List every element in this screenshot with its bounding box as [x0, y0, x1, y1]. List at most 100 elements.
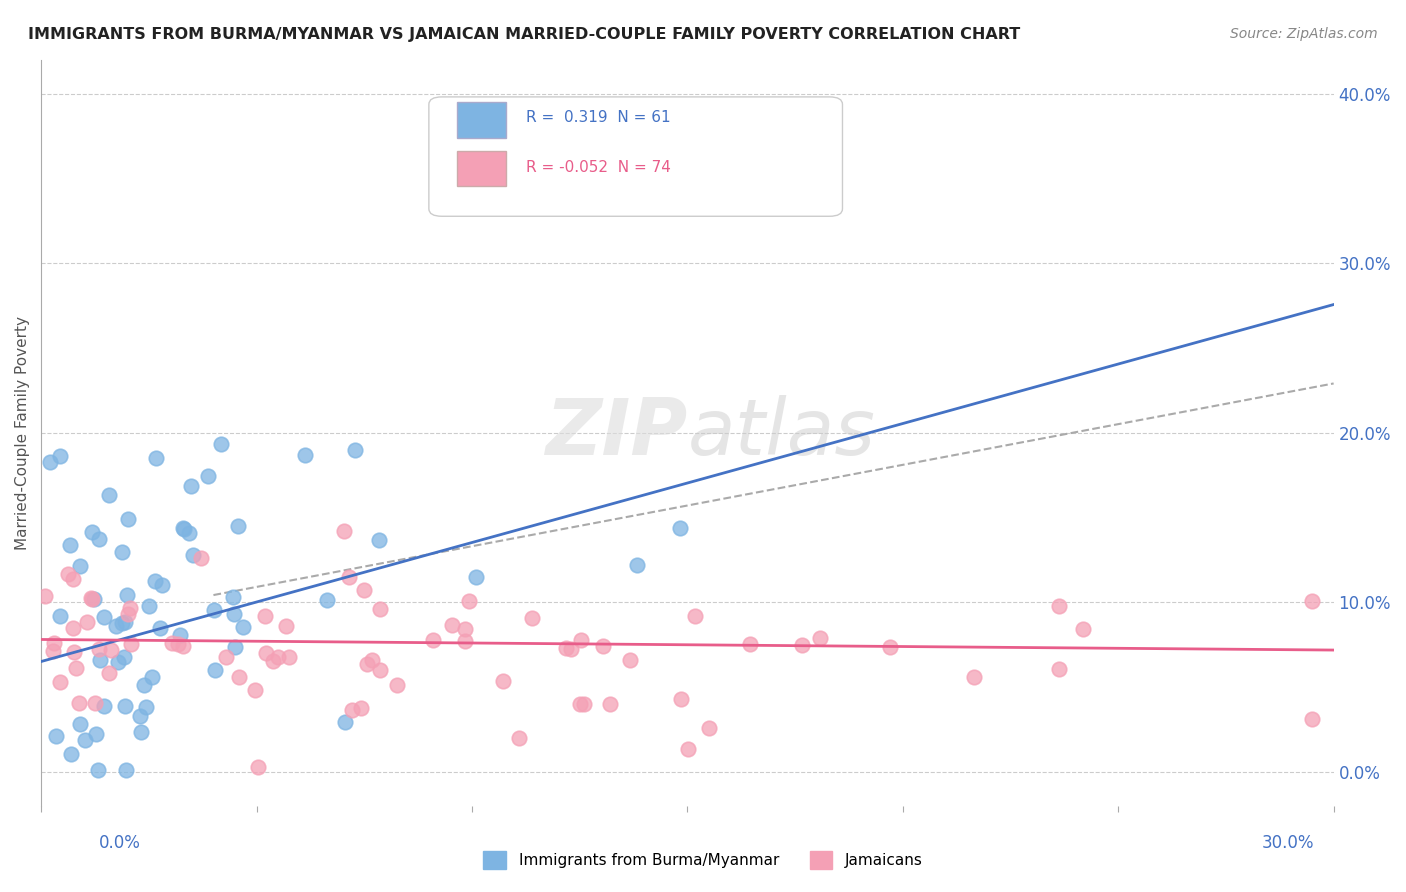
Point [42, 636, 65, 650]
Point [172, 640, 194, 654]
Point [181, 548, 204, 562]
Point [180, 478, 202, 492]
Point [115, 588, 138, 602]
Point [177, 526, 200, 541]
Legend: Immigrants from Burma/Myanmar, Jamaicans: Immigrants from Burma/Myanmar, Jamaicans [478, 845, 928, 875]
Point [56, 567, 79, 582]
Point [697, 721, 720, 735]
Text: Source: ZipAtlas.com: Source: ZipAtlas.com [1230, 27, 1378, 41]
Point [560, 642, 582, 657]
Point [202, 602, 225, 616]
Point [385, 678, 408, 692]
Point [619, 653, 641, 667]
Point [73, 733, 96, 747]
Bar [457, 151, 506, 186]
Point [520, 611, 543, 625]
Point [138, 599, 160, 613]
Point [49, 674, 72, 689]
Point [86, 763, 108, 777]
Text: R = -0.052  N = 74: R = -0.052 N = 74 [526, 161, 671, 175]
Point [120, 637, 142, 651]
Point [89, 653, 111, 667]
Point [34, 590, 56, 604]
Point [790, 638, 813, 652]
Point [246, 759, 269, 773]
Point [440, 617, 463, 632]
Point [361, 653, 384, 667]
Point [111, 616, 134, 631]
Point [60, 747, 83, 761]
Point [107, 656, 129, 670]
Point [48, 608, 70, 623]
Point [149, 621, 172, 635]
Point [83, 696, 105, 710]
Point [599, 698, 621, 712]
Point [367, 533, 389, 547]
Point [262, 654, 284, 668]
Point [69, 717, 91, 731]
Point [209, 437, 232, 451]
Point [62, 573, 84, 587]
Point [83, 592, 105, 607]
Point [166, 637, 188, 651]
Point [59, 538, 82, 552]
Point [454, 622, 477, 636]
Point [1301, 594, 1323, 608]
Point [315, 592, 337, 607]
FancyBboxPatch shape [429, 97, 842, 216]
Point [226, 519, 249, 533]
Text: R =  0.319  N = 61: R = 0.319 N = 61 [526, 111, 671, 125]
Point [278, 649, 301, 664]
Point [333, 524, 356, 538]
Point [222, 590, 245, 604]
Point [1071, 623, 1094, 637]
Point [274, 619, 297, 633]
Point [683, 609, 706, 624]
Point [197, 468, 219, 483]
Point [267, 650, 290, 665]
Point [344, 443, 367, 458]
Point [39, 455, 62, 469]
Point [93, 610, 115, 624]
Point [111, 545, 134, 559]
Point [232, 620, 254, 634]
Point [454, 634, 477, 648]
Point [508, 731, 530, 745]
Point [356, 657, 378, 671]
Point [190, 551, 212, 566]
Point [150, 577, 173, 591]
Point [45, 729, 67, 743]
Point [1301, 712, 1323, 726]
Point [117, 607, 139, 621]
Point [129, 724, 152, 739]
Point [215, 650, 238, 665]
Point [626, 558, 648, 572]
Point [224, 607, 246, 622]
Point [254, 646, 277, 660]
Point [337, 570, 360, 584]
Point [135, 700, 157, 714]
Point [87, 641, 110, 656]
Point [112, 650, 135, 665]
Point [879, 640, 901, 654]
Point [118, 601, 141, 615]
Point [368, 664, 391, 678]
Point [568, 698, 591, 712]
Bar [457, 102, 506, 138]
Point [41, 643, 63, 657]
Point [80, 591, 103, 605]
Point [353, 582, 375, 597]
Point [97, 488, 120, 502]
Point [145, 574, 167, 589]
Point [422, 633, 444, 648]
Text: atlas: atlas [688, 394, 876, 471]
Point [141, 670, 163, 684]
Point [678, 742, 700, 756]
Point [1047, 663, 1070, 677]
Point [492, 673, 515, 688]
Point [569, 633, 592, 648]
Point [80, 592, 103, 607]
Point [669, 521, 692, 535]
Point [173, 522, 195, 536]
Point [253, 608, 276, 623]
